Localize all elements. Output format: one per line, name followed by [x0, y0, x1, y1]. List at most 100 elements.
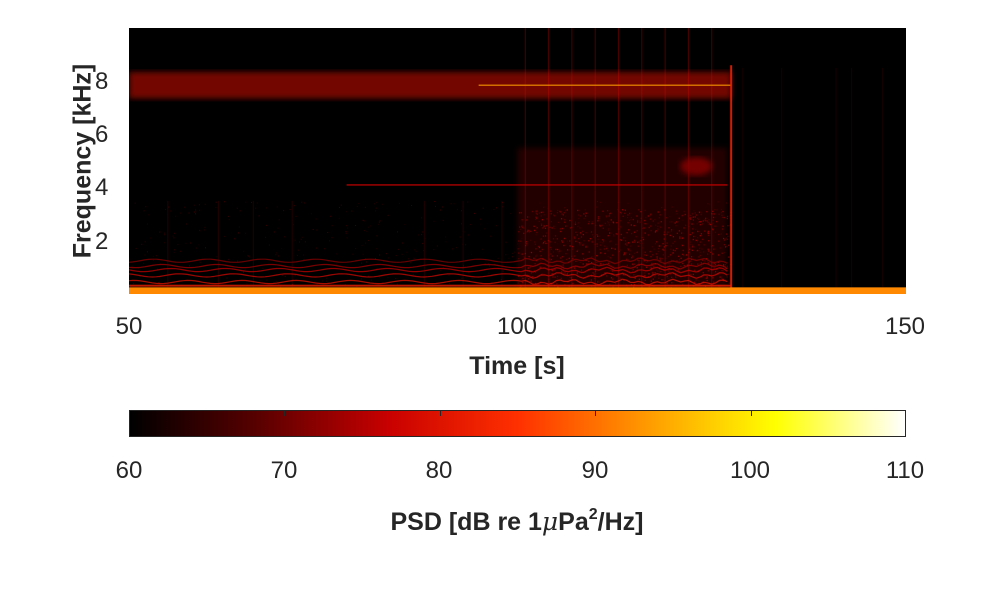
noise-speck [624, 240, 627, 242]
noise-speck [190, 242, 192, 244]
noise-speck [628, 229, 630, 231]
noise-speck [591, 256, 593, 258]
noise-speck [717, 273, 719, 275]
noise-speck [573, 236, 576, 238]
noise-speck [606, 246, 608, 248]
noise-speck [180, 250, 182, 252]
noise-speck [719, 286, 721, 288]
noise-speck [338, 206, 340, 208]
noise-speck [129, 275, 131, 277]
noise-speck [579, 227, 581, 229]
noise-speck [598, 281, 600, 283]
noise-speck [649, 266, 651, 268]
noise-speck [530, 272, 533, 274]
noise-speck [633, 231, 636, 233]
noise-speck [316, 283, 318, 285]
noise-speck [461, 210, 463, 212]
noise-speck [312, 228, 314, 230]
noise-speck [533, 257, 535, 259]
noise-speck [577, 249, 579, 251]
noise-speck [374, 203, 376, 205]
noise-speck [532, 276, 534, 278]
noise-speck [598, 218, 600, 220]
noise-speck [542, 211, 544, 213]
noise-speck [565, 215, 567, 217]
noise-speck [189, 265, 191, 267]
noise-speck [268, 244, 270, 246]
noise-speck [597, 238, 599, 241]
noise-speck [614, 248, 616, 250]
noise-speck [709, 242, 711, 244]
noise-speck [615, 243, 617, 246]
noise-speck [338, 217, 340, 219]
noise-speck [541, 273, 543, 275]
noise-speck [540, 260, 542, 262]
noise-speck [582, 244, 584, 246]
noise-speck [671, 221, 673, 223]
noise-speck [636, 267, 638, 269]
noise-speck [579, 261, 581, 263]
noise-speck [627, 259, 629, 261]
noise-speck [561, 240, 563, 242]
noise-speck [540, 255, 542, 257]
noise-speck [413, 257, 415, 259]
noise-speck [692, 238, 694, 241]
noise-speck [521, 278, 523, 280]
noise-speck [656, 241, 658, 243]
noise-speck [651, 262, 653, 265]
noise-speck [404, 224, 406, 226]
noise-speck [723, 252, 725, 254]
noise-speck [593, 281, 595, 283]
noise-speck [526, 219, 528, 221]
noise-speck [658, 217, 660, 219]
noise-speck [627, 217, 629, 219]
noise-speck [630, 219, 632, 221]
noise-speck [702, 271, 704, 274]
noise-speck [623, 254, 625, 256]
noise-speck [453, 203, 455, 205]
noise-speck [714, 263, 717, 266]
noise-speck [627, 249, 630, 251]
noise-speck [713, 248, 715, 250]
noise-speck [720, 233, 723, 235]
noise-speck [708, 223, 710, 225]
noise-speck [634, 241, 637, 244]
noise-speck [434, 201, 436, 203]
noise-speck [173, 237, 175, 239]
noise-speck [680, 257, 682, 260]
noise-speck [294, 239, 296, 241]
noise-speck [608, 224, 611, 226]
noise-speck [550, 253, 552, 255]
noise-speck [719, 247, 721, 249]
noise-speck [712, 277, 714, 279]
noise-speck [519, 226, 521, 228]
noise-speck [684, 224, 687, 226]
noise-speck [651, 264, 653, 267]
noise-speck [706, 277, 708, 279]
noise-speck [527, 267, 529, 269]
noise-speck [638, 264, 640, 266]
noise-speck [606, 210, 609, 212]
noise-speck [717, 254, 720, 256]
noise-speck [711, 213, 714, 215]
noise-speck [560, 230, 562, 233]
noise-speck [713, 262, 715, 265]
noise-speck [663, 233, 665, 236]
noise-speck [514, 251, 516, 253]
noise-speck [623, 282, 625, 284]
noise-speck [728, 282, 730, 284]
noise-speck [554, 227, 556, 230]
noise-speck [632, 265, 634, 267]
noise-speck [658, 245, 660, 247]
noise-speck [684, 213, 686, 216]
noise-speck [655, 253, 657, 255]
noise-speck [259, 280, 261, 282]
noise-speck [481, 248, 483, 250]
noise-speck [450, 203, 452, 205]
noise-speck [448, 282, 450, 284]
noise-speck [543, 225, 545, 227]
noise-speck [216, 256, 218, 258]
noise-speck [626, 244, 628, 247]
noise-speck [539, 266, 541, 268]
